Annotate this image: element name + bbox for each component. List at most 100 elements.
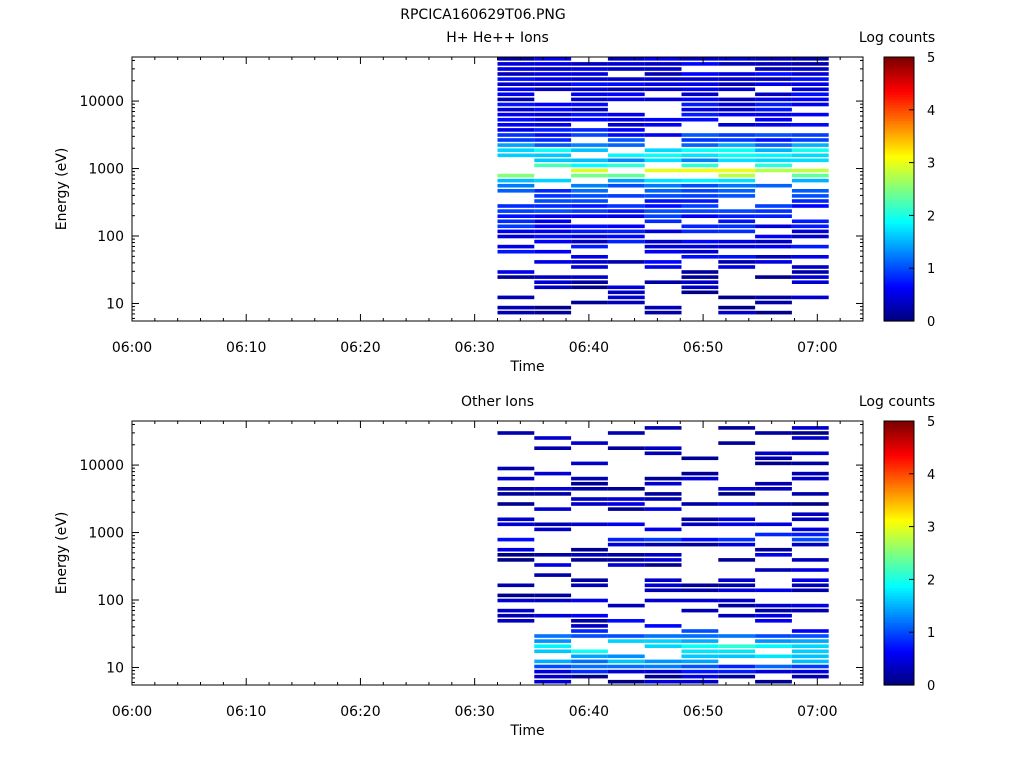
heatmap-cell bbox=[571, 97, 608, 102]
heatmap-cell bbox=[644, 57, 682, 61]
heatmap-cell bbox=[644, 426, 682, 430]
heatmap-cell bbox=[791, 426, 829, 430]
colorbar-band bbox=[884, 595, 914, 599]
heatmap-cell bbox=[571, 487, 608, 491]
heatmap-cell bbox=[534, 305, 572, 310]
heatmap-cell bbox=[718, 229, 756, 234]
heatmap-cell bbox=[791, 173, 829, 178]
heatmap-cell bbox=[534, 280, 572, 284]
heatmap-cell bbox=[755, 204, 792, 208]
heatmap-cell bbox=[718, 260, 756, 264]
colorbar-band bbox=[884, 531, 914, 536]
colorbar-band bbox=[884, 212, 914, 216]
heatmap-cell bbox=[497, 82, 535, 86]
heatmap-cell bbox=[571, 300, 608, 305]
colorbar-band bbox=[884, 547, 914, 551]
x-tick-label: 07:00 bbox=[797, 340, 837, 356]
heatmap-cell bbox=[607, 92, 645, 97]
colorbar-band bbox=[884, 302, 914, 306]
heatmap-cell bbox=[534, 487, 572, 491]
colorbar: 0 1 2 3 4 5 Log counts bbox=[859, 30, 935, 330]
heatmap-cell bbox=[681, 649, 719, 654]
heatmap-cell bbox=[497, 502, 535, 506]
colorbar-band bbox=[884, 568, 914, 573]
heatmap-cell bbox=[534, 214, 572, 218]
colorbar-band bbox=[884, 96, 914, 100]
heatmap-cell bbox=[571, 133, 608, 137]
colorbar-band bbox=[884, 582, 914, 586]
heatmap-cell bbox=[497, 275, 535, 279]
colorbar-band bbox=[884, 255, 914, 259]
heatmap-cell bbox=[534, 148, 572, 152]
heatmap-cell bbox=[718, 598, 756, 603]
heatmap-cell bbox=[718, 153, 756, 158]
heatmap-cell bbox=[718, 487, 756, 491]
heatmap-cell bbox=[534, 649, 572, 654]
heatmap-cell bbox=[718, 588, 756, 593]
colorbar-band bbox=[884, 305, 914, 309]
heatmap-cell bbox=[755, 669, 792, 674]
heatmap-cell bbox=[791, 138, 829, 142]
colorbar-band bbox=[884, 62, 914, 66]
heatmap-cell bbox=[791, 476, 829, 481]
heatmap-cell bbox=[497, 270, 535, 274]
heatmap-cell bbox=[571, 461, 608, 466]
heatmap-cell bbox=[681, 255, 719, 259]
heatmap-cell bbox=[718, 214, 756, 218]
colorbar-band bbox=[884, 223, 914, 227]
colorbar-band bbox=[884, 289, 914, 293]
heatmap-cell bbox=[718, 148, 756, 152]
heatmap-cell bbox=[607, 664, 645, 669]
heatmap-cell bbox=[755, 133, 792, 137]
colorbar-band bbox=[884, 505, 914, 509]
heatmap-cell bbox=[534, 234, 572, 239]
heatmap-cell bbox=[791, 57, 829, 61]
heatmap-cell bbox=[791, 219, 829, 224]
heatmap-cell bbox=[791, 295, 829, 300]
heatmap-cell bbox=[497, 295, 535, 300]
colorbar-band bbox=[884, 460, 914, 464]
heatmap-cell bbox=[644, 123, 682, 127]
heatmap-cell bbox=[607, 77, 645, 81]
heatmap-cell bbox=[755, 431, 792, 435]
colorbar-band bbox=[884, 178, 914, 182]
colorbar-band bbox=[884, 307, 914, 312]
heatmap-cell bbox=[534, 87, 572, 92]
heatmap-cell bbox=[497, 92, 535, 97]
colorbar-band bbox=[884, 125, 914, 129]
heatmap-cell bbox=[791, 451, 829, 456]
heatmap-cell bbox=[644, 62, 682, 66]
heatmap-cell bbox=[718, 133, 756, 137]
heatmap-cell bbox=[791, 669, 829, 674]
colorbar-band bbox=[884, 500, 914, 504]
colorbar-band bbox=[884, 521, 914, 525]
colorbar-band bbox=[884, 239, 914, 243]
heatmap-cell bbox=[497, 153, 535, 158]
heatmap-cell bbox=[571, 649, 608, 654]
colorbar-band bbox=[884, 489, 914, 493]
colorbar-tick-label: 5 bbox=[927, 51, 935, 66]
heatmap-cell bbox=[607, 619, 645, 623]
x-tick-label: 06:20 bbox=[340, 704, 380, 720]
y-tick-label: 100 bbox=[97, 229, 124, 245]
heatmap-cell bbox=[571, 634, 608, 638]
colorbar-band bbox=[884, 128, 914, 132]
heatmap-cell bbox=[755, 532, 792, 537]
colorbar-band bbox=[884, 481, 914, 485]
heatmap-cell bbox=[644, 542, 682, 547]
heatmap-cell bbox=[755, 72, 792, 76]
heatmap-cell bbox=[681, 674, 719, 679]
colorbar-band bbox=[884, 244, 914, 248]
heatmap-cell bbox=[644, 310, 682, 315]
colorbar-tick-label: 1 bbox=[927, 626, 935, 641]
heatmap-cell bbox=[534, 674, 572, 679]
colorbar-band bbox=[884, 181, 914, 185]
heatmap-cell bbox=[497, 183, 535, 188]
heatmap-cell bbox=[571, 143, 608, 147]
colorbar-band bbox=[884, 682, 914, 686]
heatmap-cell bbox=[755, 92, 792, 97]
heatmap-cell bbox=[791, 644, 829, 648]
heatmap-cell bbox=[791, 189, 829, 193]
heatmap-cell bbox=[791, 664, 829, 669]
heatmap-cell bbox=[755, 619, 792, 623]
